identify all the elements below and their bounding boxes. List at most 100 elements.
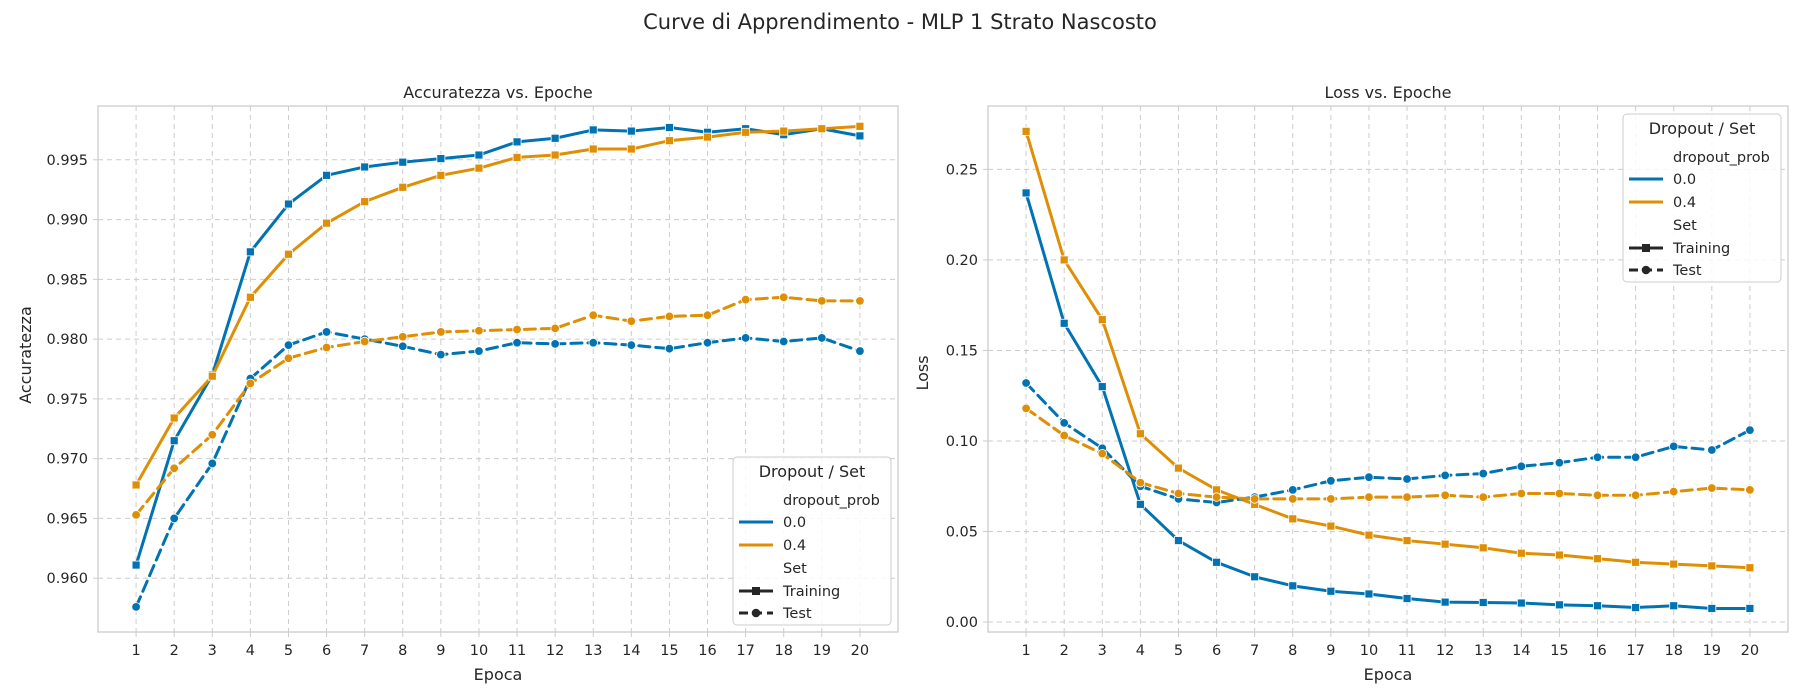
accuracy-data-point bbox=[512, 338, 522, 348]
accuracy-data-point bbox=[207, 371, 217, 381]
loss-x-tick-label: 17 bbox=[1626, 643, 1644, 659]
loss-data-point bbox=[1745, 604, 1755, 613]
accuracy-data-point bbox=[359, 336, 370, 347]
loss-x-tick-label: 7 bbox=[1250, 643, 1259, 659]
loss-series-0.0-training bbox=[1021, 188, 1755, 613]
accuracy-data-point bbox=[398, 341, 408, 351]
accuracy-data-point bbox=[855, 121, 865, 131]
loss-data-point bbox=[1555, 550, 1564, 560]
accuracy-y-tick-label: 0.965 bbox=[46, 511, 88, 527]
accuracy-data-point bbox=[550, 339, 560, 349]
loss-y-tick-label: 0.00 bbox=[946, 615, 978, 631]
accuracy-data-point bbox=[398, 182, 408, 192]
accuracy-x-tick-label: 17 bbox=[736, 643, 754, 659]
accuracy-x-axis-label: Epoca bbox=[474, 665, 523, 684]
accuracy-data-point bbox=[131, 560, 141, 570]
loss-data-point bbox=[1021, 188, 1031, 198]
loss-series-line bbox=[1024, 381, 1752, 505]
accuracy-x-tick-label: 9 bbox=[436, 643, 445, 659]
accuracy-data-point bbox=[169, 463, 179, 473]
loss-series-line bbox=[1024, 129, 1752, 570]
accuracy-x-tick-label: 2 bbox=[170, 643, 179, 659]
accuracy-data-point bbox=[245, 247, 255, 257]
accuracy-data-point bbox=[169, 513, 179, 524]
accuracy-x-tick-label: 6 bbox=[322, 643, 331, 659]
legend-hue-label: 0.4 bbox=[783, 538, 806, 554]
loss-series-0.0-test bbox=[1021, 378, 1755, 508]
loss-data-point bbox=[1021, 403, 1031, 414]
loss-data-point bbox=[1288, 485, 1298, 495]
accuracy-legend: Dropout / Set dropout_prob 0.0 0.4 Set Traini… bbox=[732, 456, 892, 626]
accuracy-data-point bbox=[550, 133, 560, 143]
loss-data-point bbox=[1593, 601, 1602, 611]
accuracy-data-point bbox=[322, 218, 331, 228]
loss-x-tick-label: 18 bbox=[1664, 643, 1682, 659]
accuracy-data-point bbox=[512, 137, 522, 147]
legend-box bbox=[1622, 113, 1782, 283]
legend-style-label: Test bbox=[782, 606, 812, 622]
accuracy-data-point bbox=[474, 150, 484, 160]
loss-data-point bbox=[1364, 472, 1374, 482]
loss-data-point bbox=[1212, 557, 1221, 567]
loss-data-point bbox=[1288, 494, 1298, 504]
loss-data-point bbox=[1135, 477, 1146, 488]
accuracy-data-point bbox=[779, 126, 789, 136]
accuracy-data-point bbox=[283, 340, 294, 350]
accuracy-data-point bbox=[550, 323, 560, 334]
loss-data-point bbox=[1745, 485, 1755, 495]
accuracy-data-point bbox=[664, 311, 675, 322]
accuracy-data-point bbox=[398, 332, 408, 342]
loss-data-point bbox=[1402, 594, 1412, 603]
loss-data-point bbox=[1669, 486, 1679, 497]
accuracy-data-point bbox=[131, 602, 141, 612]
loss-data-point bbox=[1440, 470, 1450, 481]
loss-data-point bbox=[1059, 418, 1069, 428]
accuracy-data-point bbox=[664, 343, 675, 354]
accuracy-data-point bbox=[817, 333, 827, 343]
loss-data-point bbox=[1059, 318, 1069, 328]
accuracy-data-point bbox=[284, 249, 293, 259]
accuracy-x-tick-label: 13 bbox=[584, 643, 602, 659]
loss-data-point bbox=[1707, 445, 1717, 455]
loss-data-point bbox=[1402, 492, 1412, 502]
loss-data-point bbox=[1173, 488, 1184, 499]
loss-y-tick-label: 0.20 bbox=[946, 253, 978, 269]
loss-data-point bbox=[1364, 589, 1374, 599]
loss-data-point bbox=[1555, 600, 1564, 610]
accuracy-data-point bbox=[283, 353, 294, 363]
accuracy-series-0.4-training bbox=[131, 121, 865, 490]
accuracy-series-line bbox=[134, 295, 862, 517]
loss-data-point bbox=[1669, 441, 1679, 452]
accuracy-data-point bbox=[398, 157, 408, 167]
loss-x-tick-label: 20 bbox=[1741, 643, 1759, 659]
legend-style-header: Set bbox=[783, 561, 807, 577]
accuracy-data-point bbox=[665, 136, 674, 146]
loss-x-tick-label: 11 bbox=[1398, 643, 1416, 659]
loss-data-point bbox=[1631, 557, 1641, 567]
accuracy-data-point bbox=[550, 150, 560, 160]
loss-data-point bbox=[1478, 598, 1488, 607]
accuracy-data-point bbox=[702, 310, 713, 320]
legend-title: Dropout / Set bbox=[759, 462, 866, 481]
accuracy-data-point bbox=[626, 316, 637, 326]
loss-x-tick-label: 8 bbox=[1288, 643, 1297, 659]
accuracy-x-tick-label: 10 bbox=[470, 643, 488, 659]
loss-series-0.4-training bbox=[1021, 126, 1755, 573]
loss-data-point bbox=[1745, 425, 1755, 435]
loss-data-point bbox=[1326, 521, 1336, 531]
accuracy-data-point bbox=[817, 124, 827, 134]
accuracy-x-tick-label: 1 bbox=[131, 643, 140, 659]
loss-data-point bbox=[1097, 315, 1107, 325]
loss-data-point bbox=[1211, 492, 1222, 502]
loss-data-point bbox=[1516, 461, 1527, 472]
loss-data-point bbox=[1592, 452, 1603, 462]
loss-data-point bbox=[1745, 563, 1755, 573]
loss-x-tick-label: 19 bbox=[1703, 643, 1721, 659]
loss-x-tick-label: 14 bbox=[1512, 643, 1530, 659]
accuracy-series-0.4-test bbox=[131, 292, 865, 520]
loss-data-point bbox=[1402, 536, 1412, 545]
loss-data-point bbox=[1707, 604, 1717, 613]
loss-data-point bbox=[1516, 548, 1526, 558]
loss-x-tick-label: 1 bbox=[1021, 643, 1030, 659]
loss-data-point bbox=[1516, 488, 1527, 499]
